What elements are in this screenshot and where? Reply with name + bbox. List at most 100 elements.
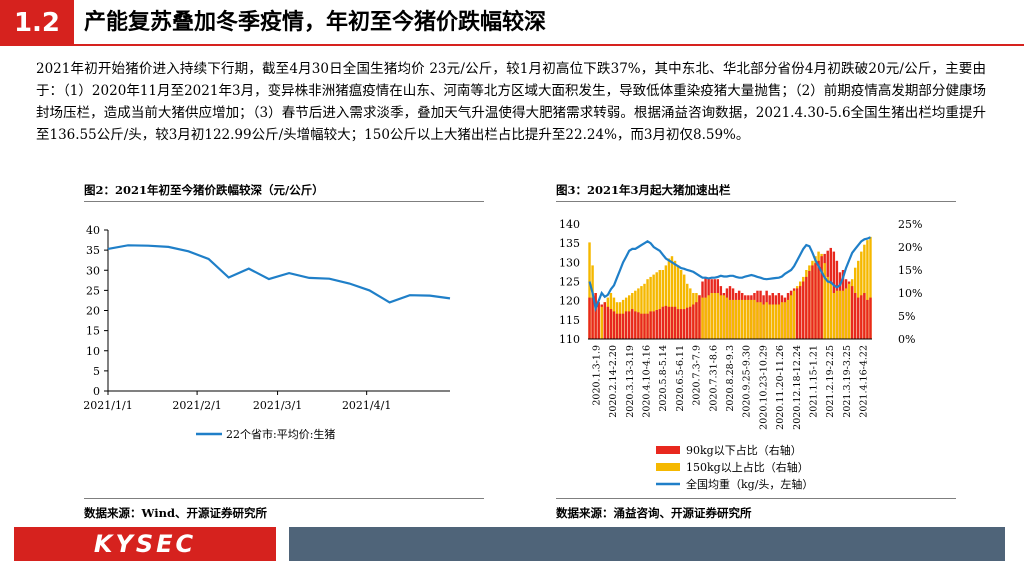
legend-label-90kg: 90kg以下占比（右轴） (686, 443, 802, 457)
bar-150kg-share (652, 274, 655, 339)
bar-90kg-share (673, 306, 677, 339)
bar-90kg-share (820, 256, 823, 339)
y-tick-label: 15 (86, 325, 100, 338)
right-y-tick-label: 10% (898, 287, 922, 300)
bar-90kg-share (802, 281, 805, 339)
legend-swatch-90kg (656, 446, 680, 454)
bar-90kg-share (869, 297, 872, 339)
bar-90kg-share (618, 313, 622, 339)
bar-90kg-share (664, 305, 668, 339)
title-bar: 1.2 产能复苏叠加冬季疫情，年初至今猪价跌幅较深 (0, 0, 1024, 46)
bar-150kg-share (753, 299, 756, 339)
y-tick-label: 0 (93, 385, 100, 398)
bar-90kg-share (615, 313, 619, 339)
bar-150kg-share (710, 293, 713, 339)
bar-150kg-share (750, 299, 753, 339)
y-tick-label: 10 (86, 345, 100, 358)
x-tick-label: 2021/1/1 (83, 399, 132, 412)
right-y-tick-label: 20% (898, 241, 922, 254)
bar-90kg-share (646, 313, 649, 339)
bar-150kg-share (716, 293, 720, 339)
x-tick-label: 2020.3.13-3.19 (625, 345, 636, 418)
x-tick-label: 2020.5.8-5.14 (658, 345, 669, 412)
bar-150kg-share (762, 304, 765, 339)
figure3-source: 数据来源：涌益咨询、开源证券研究所 (556, 506, 752, 520)
bar-150kg-share (838, 290, 842, 339)
bar-90kg-share (853, 293, 857, 339)
y-tick-label: 40 (86, 224, 100, 237)
bar-90kg-share (624, 311, 628, 339)
bar-90kg-share (628, 311, 631, 339)
bar-150kg-share (740, 299, 744, 339)
bar-90kg-share (692, 304, 695, 339)
bar-150kg-share (640, 286, 643, 339)
legend-label: 22个省市:平均价:生猪 (226, 427, 335, 441)
bar-90kg-share (805, 276, 808, 339)
bar-150kg-share (844, 288, 848, 339)
bar-90kg-share (857, 297, 860, 339)
bar-90kg-share (594, 293, 597, 339)
bar-90kg-share (603, 302, 607, 339)
right-y-tick-label: 25% (898, 218, 922, 231)
bar-150kg-share (673, 260, 677, 339)
figure3-top-rule (556, 201, 956, 202)
avg-weight-line (588, 236, 871, 313)
bar-90kg-share (631, 309, 634, 339)
x-tick-label: 2021.3.19-3.25 (842, 345, 853, 418)
bar-90kg-share (652, 311, 655, 339)
x-tick-label: 2020.9.25-9.30 (742, 345, 753, 418)
bar-150kg-share (670, 256, 674, 339)
bar-150kg-share (722, 295, 726, 339)
bar-150kg-share (777, 304, 781, 339)
legend-swatch-150kg (656, 463, 680, 471)
figure2-line-chart: 0 5 10 15 20 25 30 35 40 2021/1/1 2021/2/1 2021/3/1… (83, 224, 451, 441)
y-tick-label: 25 (86, 284, 100, 297)
bar-150kg-share (835, 290, 839, 339)
bar-150kg-share (664, 265, 668, 339)
bar-150kg-share (744, 299, 747, 339)
x-tick-label: 2020.8.28-9.3 (725, 345, 736, 412)
bar-90kg-share (609, 309, 613, 339)
bar-150kg-share (792, 290, 796, 339)
bar-150kg-share (786, 299, 790, 339)
bar-150kg-share (728, 299, 732, 339)
x-tick-label: 2020.6.5-6.11 (675, 345, 686, 412)
bar-90kg-share (850, 286, 854, 339)
bar-150kg-share (826, 276, 829, 339)
bar-90kg-share (866, 299, 869, 339)
left-y-tick-label: 120 (559, 295, 580, 308)
x-tick-label: 2020.2.14-2.20 (608, 345, 619, 418)
right-y-tick-label: 5% (898, 310, 915, 323)
bar-90kg-share (591, 297, 594, 339)
bar-90kg-share (695, 302, 698, 339)
footer-bar (289, 527, 1005, 561)
bar-150kg-share (869, 236, 872, 339)
x-tick-label: 2021.2.19-2.25 (825, 345, 836, 418)
bar-150kg-share (655, 272, 658, 339)
bar-90kg-share (667, 306, 671, 339)
bar-150kg-share (866, 240, 869, 339)
section-number: 1.2 (0, 0, 74, 46)
bar-90kg-share (814, 263, 817, 339)
bar-90kg-share (670, 306, 674, 339)
bar-90kg-share (637, 312, 640, 339)
x-tick-label: 2020.7.31-8.6 (708, 345, 719, 412)
bar-150kg-share (780, 302, 784, 339)
bar-150kg-share (667, 258, 671, 339)
bar-150kg-share (765, 302, 768, 339)
x-tick-label: 2021/4/1 (342, 399, 391, 412)
bar-150kg-share (600, 306, 603, 339)
price-line (107, 244, 451, 304)
y-tick-label: 35 (86, 244, 100, 257)
bar-150kg-share (719, 295, 723, 339)
kysec-logo: KYSEC (14, 527, 276, 561)
bar-150kg-share (713, 293, 716, 339)
bar-150kg-share (731, 299, 735, 339)
bar-90kg-share (698, 295, 701, 339)
y-tick-label: 20 (86, 305, 100, 318)
bar-150kg-share (759, 302, 762, 339)
bar-150kg-share (658, 270, 661, 339)
left-y-tick-label: 110 (559, 333, 580, 346)
left-y-tick-label: 130 (559, 256, 580, 269)
left-y-tick-label: 140 (559, 218, 580, 231)
